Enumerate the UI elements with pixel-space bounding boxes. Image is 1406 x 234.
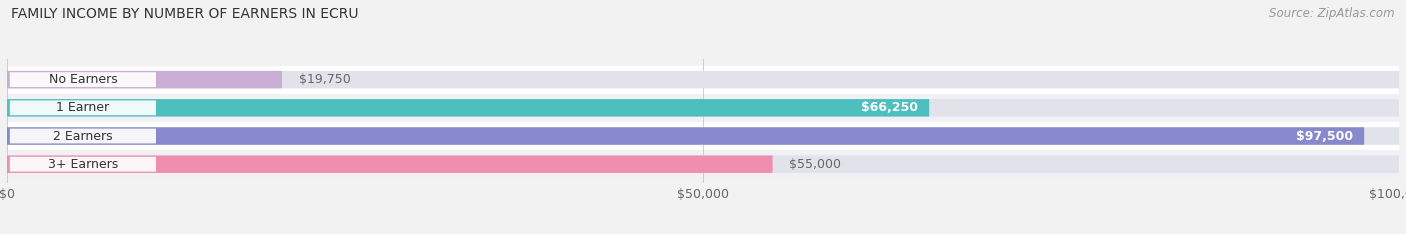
FancyBboxPatch shape (10, 129, 156, 143)
FancyBboxPatch shape (7, 150, 1399, 178)
FancyBboxPatch shape (7, 122, 1399, 150)
FancyBboxPatch shape (10, 157, 156, 172)
FancyBboxPatch shape (7, 127, 1399, 145)
Text: Source: ZipAtlas.com: Source: ZipAtlas.com (1270, 7, 1395, 20)
FancyBboxPatch shape (7, 155, 1399, 173)
FancyBboxPatch shape (10, 100, 156, 115)
FancyBboxPatch shape (7, 99, 1399, 117)
FancyBboxPatch shape (7, 94, 1399, 122)
FancyBboxPatch shape (10, 72, 156, 87)
Text: 1 Earner: 1 Earner (56, 101, 110, 114)
Text: $66,250: $66,250 (860, 101, 918, 114)
FancyBboxPatch shape (7, 127, 1364, 145)
FancyBboxPatch shape (7, 155, 773, 173)
FancyBboxPatch shape (7, 66, 1399, 94)
Text: 3+ Earners: 3+ Earners (48, 158, 118, 171)
Text: No Earners: No Earners (49, 73, 117, 86)
Text: $55,000: $55,000 (789, 158, 841, 171)
Text: $97,500: $97,500 (1296, 129, 1353, 143)
Text: $19,750: $19,750 (298, 73, 350, 86)
Text: FAMILY INCOME BY NUMBER OF EARNERS IN ECRU: FAMILY INCOME BY NUMBER OF EARNERS IN EC… (11, 7, 359, 21)
FancyBboxPatch shape (7, 71, 283, 88)
FancyBboxPatch shape (7, 99, 929, 117)
FancyBboxPatch shape (7, 71, 1399, 88)
Text: 2 Earners: 2 Earners (53, 129, 112, 143)
